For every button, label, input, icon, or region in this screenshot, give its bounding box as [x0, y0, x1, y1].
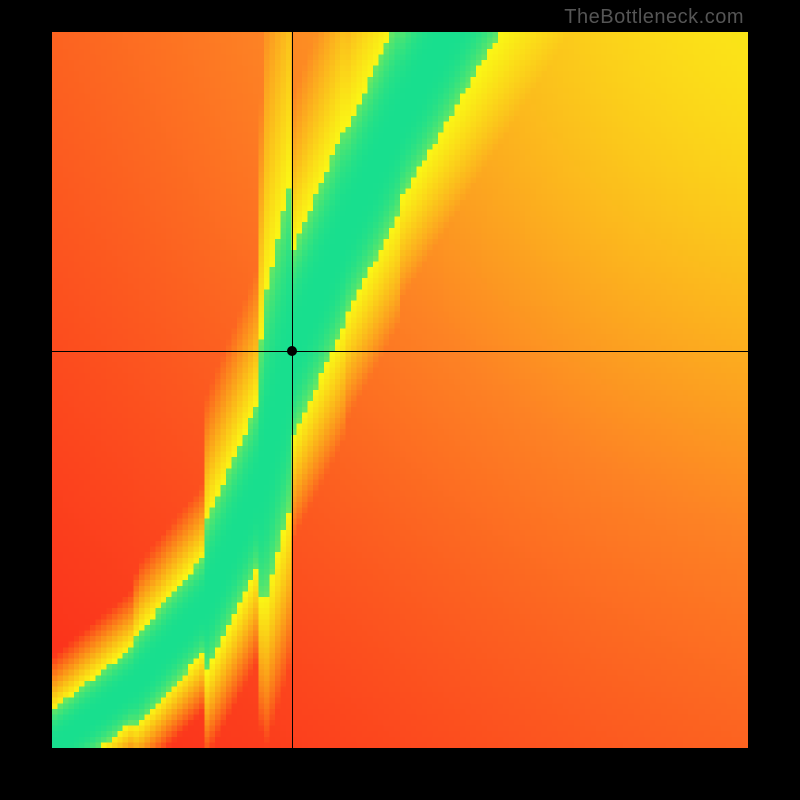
crosshair-point: [287, 346, 297, 356]
watermark-text: TheBottleneck.com: [564, 6, 744, 29]
crosshair-horizontal-line: [52, 351, 748, 352]
plot-area: [52, 32, 748, 748]
figure-container: TheBottleneck.com: [0, 0, 800, 800]
crosshair-vertical-line: [292, 32, 293, 748]
heatmap-canvas: [52, 32, 748, 748]
